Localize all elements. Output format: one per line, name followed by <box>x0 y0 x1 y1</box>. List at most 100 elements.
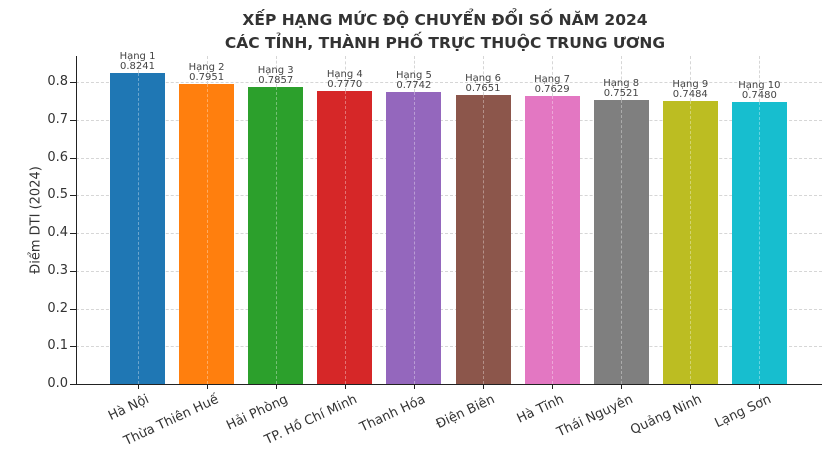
gridline-vertical <box>206 56 208 84</box>
bar-value: 0.7651 <box>465 83 501 95</box>
y-tick-label: 0.5 <box>47 187 68 203</box>
x-axis-spine <box>76 384 822 385</box>
bar-annotation: Hạng 8 0.7521 <box>576 79 666 99</box>
gridline-horizontal <box>76 346 822 348</box>
y-tick-label: 0.4 <box>47 225 68 240</box>
gridline-vertical <box>690 101 692 384</box>
bar <box>593 100 649 384</box>
y-tick <box>70 157 76 159</box>
bar <box>179 83 235 384</box>
bar-annotation: Hạng 4 0.7770 <box>300 68 390 90</box>
y-tick-label: 0.2 <box>47 300 68 316</box>
gridline-vertical <box>206 83 208 384</box>
gridline-vertical <box>690 56 692 102</box>
gridline-vertical <box>483 56 484 96</box>
y-tick-label: 0.0 <box>47 376 68 391</box>
bar <box>731 101 787 384</box>
gridline-vertical <box>344 56 346 91</box>
gridline-vertical <box>621 56 623 101</box>
bar-annotation: Hạng 3 0.7857 <box>231 66 321 86</box>
x-tick <box>137 384 139 389</box>
bar <box>386 91 442 384</box>
gridline-vertical <box>344 90 346 384</box>
gridline-vertical <box>552 56 554 96</box>
bar-annotation: Hạng 1 0.8241 <box>93 50 183 72</box>
gridline-vertical <box>137 56 139 73</box>
y-tick <box>70 270 76 272</box>
bar-value: 0.7521 <box>603 88 639 100</box>
gridline-vertical <box>275 56 277 88</box>
y-tick-label: 0.3 <box>47 262 68 278</box>
bar-rank: Hạng 9 <box>672 79 709 91</box>
gridline-vertical <box>759 56 761 102</box>
bar-value: 0.7770 <box>327 78 363 90</box>
x-tick <box>621 384 623 389</box>
bar-annotation: Hạng 9 0.7484 <box>645 80 735 100</box>
bar-rank: Hạng 5 <box>395 69 432 81</box>
bar-value: 0.7484 <box>672 89 708 101</box>
chart-title-line-2: CÁC TỈNH, THÀNH PHỐ TRỰC THUỘC TRUNG ƯƠN… <box>224 34 666 52</box>
gridline-horizontal <box>76 119 822 121</box>
bar-value: 0.7629 <box>534 84 570 95</box>
y-tick-label: 0.1 <box>47 338 68 354</box>
y-tick-label: 0.7 <box>47 111 68 127</box>
y-tick <box>70 233 76 234</box>
y-axis-spine <box>76 56 77 385</box>
chart-title-line-1: XẾP HẠNG MỨC ĐỘ CHUYỂN ĐỔI SỐ NĂM 2024 <box>242 11 648 29</box>
bar-rank: Hạng 2 <box>188 61 225 73</box>
bar-annotation: Hạng 10 0.7480 <box>714 79 804 101</box>
bar-rank: Hạng 6 <box>465 73 501 85</box>
gridline-horizontal <box>76 82 822 83</box>
bar-rank: Hạng 1 <box>119 50 156 62</box>
bar-rank: Hạng 4 <box>326 68 363 80</box>
gridline-vertical <box>275 87 277 384</box>
bar-annotation: Hạng 5 0.7742 <box>369 69 459 91</box>
x-tick <box>483 384 484 389</box>
gridline-horizontal <box>76 270 822 272</box>
x-tick-label: Thanh Hóa <box>358 392 429 436</box>
y-tick <box>70 82 76 83</box>
bar-rank: Hạng 7 <box>534 74 571 85</box>
chart-title: XẾP HẠNG MỨC ĐỘ CHUYỂN ĐỔI SỐ NĂM 2024 C… <box>0 9 822 55</box>
gridline-horizontal <box>76 157 822 159</box>
bar <box>662 101 718 384</box>
bar-value: 0.7480 <box>741 89 777 101</box>
y-axis-label: Điểm DTI (2024) <box>28 166 44 274</box>
gridline-horizontal <box>76 233 822 234</box>
bar-value: 0.7857 <box>258 75 294 87</box>
x-tick <box>344 384 346 389</box>
gridline-vertical <box>413 91 415 384</box>
bar-annotation: Hạng 7 0.7629 <box>507 75 597 95</box>
x-tick-label: Lạng Sơn <box>712 392 774 432</box>
gridline-horizontal <box>76 308 822 310</box>
bar-value: 0.7951 <box>189 71 225 83</box>
gridline-vertical <box>413 56 415 92</box>
x-tick-label: Thái Nguyên <box>554 392 636 441</box>
bar-rank: Hạng 10 <box>738 79 781 91</box>
gridline-vertical <box>483 95 484 384</box>
gridline-vertical <box>137 72 139 384</box>
bar <box>524 96 580 384</box>
bar <box>110 72 165 384</box>
plot-area: Hạng 1 0.8241 Hạng 2 0.7951 Hạng 3 0.7857 Hạng… <box>76 51 822 384</box>
gridline-vertical <box>621 100 623 384</box>
x-tick <box>275 384 277 389</box>
y-tick <box>70 384 76 385</box>
y-tick <box>70 346 76 348</box>
bar-rank: Hạng 3 <box>257 65 294 77</box>
x-tick-label: Quảng Ninh <box>628 392 705 439</box>
bar-value: 0.8241 <box>120 60 155 72</box>
x-tick <box>206 384 208 389</box>
x-tick <box>413 384 415 389</box>
gridline-vertical <box>552 96 554 384</box>
bar-value: 0.7742 <box>396 79 432 91</box>
bar-annotation: Hạng 2 0.7951 <box>162 61 252 83</box>
x-tick <box>690 384 692 389</box>
y-tick <box>70 119 76 121</box>
bar <box>455 95 511 384</box>
bar-annotation: Hạng 6 0.7651 <box>438 74 528 94</box>
gridline-vertical <box>759 101 761 384</box>
bar <box>317 90 373 384</box>
x-tick-label: Hà Nội <box>106 392 152 424</box>
bar <box>248 87 304 384</box>
